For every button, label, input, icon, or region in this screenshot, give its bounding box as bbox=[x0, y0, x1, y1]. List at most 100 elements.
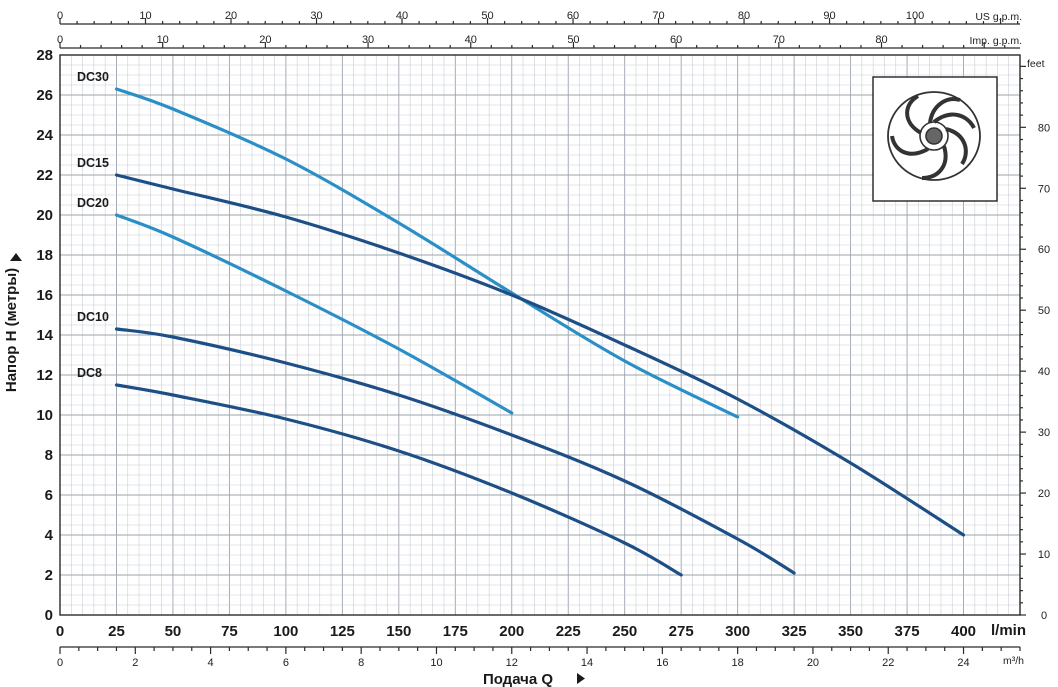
y-tick-label: 22 bbox=[36, 167, 53, 184]
us-gpm-tick-label: 60 bbox=[567, 10, 579, 22]
imp-gpm-tick-label: 50 bbox=[567, 34, 579, 46]
series-label-dc8: DC8 bbox=[77, 366, 102, 380]
imp-gpm-tick-label: 80 bbox=[875, 34, 887, 46]
y-tick-label: 12 bbox=[36, 367, 53, 384]
y-tick-label: 14 bbox=[36, 327, 53, 344]
m3h-tick-label: 14 bbox=[581, 657, 593, 669]
series-line-dc30 bbox=[114, 87, 740, 419]
m3h-tick-label: 8 bbox=[358, 657, 364, 669]
y-tick-label: 26 bbox=[36, 87, 53, 104]
us-gpm-tick-label: 100 bbox=[906, 10, 924, 22]
y-tick-label: 28 bbox=[36, 47, 53, 64]
y-axis-title: Напор H (метры) bbox=[3, 268, 20, 392]
feet-tick-label: 50 bbox=[1038, 305, 1050, 317]
x-tick-label: 200 bbox=[499, 623, 524, 640]
y-axis-arrow-icon bbox=[10, 253, 22, 261]
m3h-tick-label: 2 bbox=[132, 657, 138, 669]
x-tick-label: 100 bbox=[273, 623, 298, 640]
x-unit-label: l/min bbox=[991, 622, 1026, 639]
y-tick-label: 24 bbox=[36, 127, 53, 144]
y-tick-label: 8 bbox=[45, 447, 53, 464]
x-tick-label: 325 bbox=[782, 623, 807, 640]
y-tick-label: 10 bbox=[36, 407, 53, 424]
x-axis-title: Подача Q bbox=[483, 671, 553, 687]
series-label-dc10: DC10 bbox=[77, 310, 109, 324]
m3h-tick-label: 18 bbox=[732, 657, 744, 669]
x-tick-label: 25 bbox=[108, 623, 125, 640]
y-tick-label: 18 bbox=[36, 247, 53, 264]
us-gpm-tick-label: 0 bbox=[57, 10, 63, 22]
x-axis-arrow-icon bbox=[577, 673, 585, 684]
x-tick-label: 375 bbox=[895, 623, 920, 640]
feet-tick-label: 80 bbox=[1038, 122, 1050, 134]
us-gpm-tick-label: 80 bbox=[738, 10, 750, 22]
series-label-dc15: DC15 bbox=[77, 156, 109, 170]
feet-tick-label: 10 bbox=[1038, 549, 1050, 561]
feet-tick-label: 30 bbox=[1038, 427, 1050, 439]
us-gpm-tick-label: 40 bbox=[396, 10, 408, 22]
right-axis-feet: 0 10 20 30 40 50 60 70 80 bbox=[1020, 65, 1050, 622]
y-tick-label: 0 bbox=[45, 607, 53, 624]
m3h-tick-label: 4 bbox=[208, 657, 214, 669]
x-tick-label: 350 bbox=[838, 623, 863, 640]
m3h-tick-label: 12 bbox=[506, 657, 518, 669]
m3h-tick-label: 24 bbox=[957, 657, 969, 669]
m3h-tick-label: 20 bbox=[807, 657, 819, 669]
series-lines: DC30 DC15 DC20 DC10 DC8 bbox=[77, 70, 966, 577]
x-tick-label: 250 bbox=[612, 623, 637, 640]
y-tick-label: 20 bbox=[36, 207, 53, 224]
series-line-dc15 bbox=[114, 173, 966, 537]
imp-gpm-tick-label: 70 bbox=[773, 34, 785, 46]
x-tick-label: 150 bbox=[386, 623, 411, 640]
bottom-axis-flow: 0 25 50 75 100 125 150 175 200 225 250 275 300 325 350… bbox=[56, 623, 1021, 669]
x-tick-label: 125 bbox=[330, 623, 355, 640]
imp-gpm-tick-label: 30 bbox=[362, 34, 374, 46]
impeller-icon bbox=[872, 76, 998, 202]
us-gpm-tick-label: 30 bbox=[310, 10, 322, 22]
us-gpm-tick-label: 70 bbox=[652, 10, 664, 22]
imp-gpm-tick-label: 0 bbox=[57, 34, 63, 46]
series-line-dc8 bbox=[114, 383, 683, 577]
us-gpm-unit-label: US g.p.m. bbox=[975, 11, 1022, 23]
m3h-tick-label: 10 bbox=[430, 657, 442, 669]
x-tick-label: 225 bbox=[556, 623, 581, 640]
imp-gpm-tick-label: 40 bbox=[465, 34, 477, 46]
series-line-dc10 bbox=[114, 327, 796, 575]
right-unit-label: feet bbox=[1027, 58, 1045, 70]
x-tick-label: 50 bbox=[165, 623, 182, 640]
x-tick-label: 400 bbox=[951, 623, 976, 640]
x-tick-label: 0 bbox=[56, 623, 64, 640]
imp-gpm-tick-label: 60 bbox=[670, 34, 682, 46]
x-tick-label: 275 bbox=[669, 623, 694, 640]
feet-tick-label: 40 bbox=[1038, 366, 1050, 378]
feet-tick-label: 0 bbox=[1041, 610, 1047, 622]
series-label-dc20: DC20 bbox=[77, 196, 109, 210]
y-tick-label: 16 bbox=[36, 287, 53, 304]
feet-tick-label: 70 bbox=[1038, 183, 1050, 195]
series-line-dc20 bbox=[114, 213, 514, 415]
us-gpm-tick-label: 20 bbox=[225, 10, 237, 22]
x-tick-label: 75 bbox=[221, 623, 238, 640]
feet-tick-label: 60 bbox=[1038, 244, 1050, 256]
y-tick-label: 2 bbox=[45, 567, 53, 584]
imp-gpm-tick-label: 10 bbox=[157, 34, 169, 46]
m3h-tick-label: 6 bbox=[283, 657, 289, 669]
m3h-tick-label: 0 bbox=[57, 657, 63, 669]
y-tick-label: 4 bbox=[45, 527, 54, 544]
us-gpm-tick-label: 90 bbox=[823, 10, 835, 22]
x-tick-label: 175 bbox=[443, 623, 468, 640]
series-label-dc30: DC30 bbox=[77, 70, 109, 84]
y-tick-label: 6 bbox=[45, 487, 53, 504]
us-gpm-tick-label: 50 bbox=[481, 10, 493, 22]
m3h-tick-label: 22 bbox=[882, 657, 894, 669]
feet-tick-label: 20 bbox=[1038, 488, 1050, 500]
us-gpm-tick-label: 10 bbox=[139, 10, 151, 22]
top-axes: 0 10 20 30 40 50 60 70 80 90 100 0 10 20 30 40 50 60 70 80 bbox=[57, 10, 1020, 49]
imp-gpm-unit-label: Imp. g.p.m. bbox=[969, 35, 1022, 47]
m3h-unit-label: m³/h bbox=[1003, 655, 1024, 667]
m3h-tick-label: 16 bbox=[656, 657, 668, 669]
imp-gpm-tick-label: 20 bbox=[259, 34, 271, 46]
x-tick-label: 300 bbox=[725, 623, 750, 640]
